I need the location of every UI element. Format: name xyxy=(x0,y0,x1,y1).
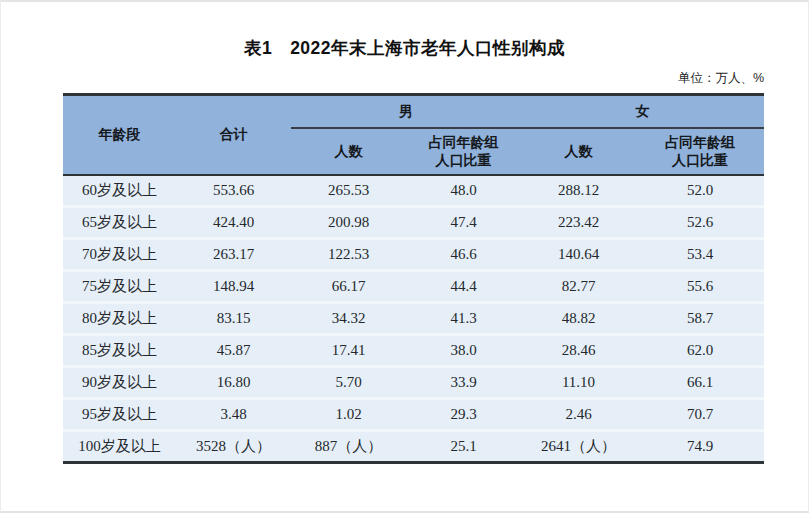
table-row: 75岁及以上148.9466.1744.482.7755.6 xyxy=(63,271,764,303)
page-frame: { "page": { "title": "表1 2022年末上海市老年人口性别… xyxy=(0,0,809,513)
table-row: 60岁及以上553.66265.5348.0288.1252.0 xyxy=(63,175,764,207)
value-cell: 62.0 xyxy=(636,335,764,367)
population-table: 年龄段 合计 男 女 人数 占同年龄组 人口比重 人数 占同年龄组 人口比重 6… xyxy=(63,93,764,464)
value-cell: 29.3 xyxy=(406,399,521,431)
age-group-cell: 95岁及以上 xyxy=(63,399,176,431)
value-cell: 265.53 xyxy=(291,175,406,207)
age-group-cell: 65岁及以上 xyxy=(63,207,176,239)
table-header: 年龄段 合计 男 女 人数 占同年龄组 人口比重 人数 占同年龄组 人口比重 xyxy=(63,95,764,176)
age-group-cell: 90岁及以上 xyxy=(63,367,176,399)
table-row: 80岁及以上83.1534.3241.348.8258.7 xyxy=(63,303,764,335)
value-cell: 11.10 xyxy=(521,367,636,399)
age-group-cell: 85岁及以上 xyxy=(63,335,176,367)
value-cell: 46.6 xyxy=(406,239,521,271)
value-cell: 148.94 xyxy=(176,271,291,303)
value-cell: 200.98 xyxy=(291,207,406,239)
table-body: 60岁及以上553.66265.5348.0288.1252.065岁及以上42… xyxy=(63,175,764,463)
value-cell: 122.53 xyxy=(291,239,406,271)
table-row: 90岁及以上16.805.7033.911.1066.1 xyxy=(63,367,764,399)
value-cell: 74.9 xyxy=(636,431,764,463)
value-cell: 66.17 xyxy=(291,271,406,303)
age-group-cell: 70岁及以上 xyxy=(63,239,176,271)
value-cell: 53.4 xyxy=(636,239,764,271)
value-cell: 52.0 xyxy=(636,175,764,207)
table-row: 65岁及以上424.40200.9847.4223.4252.6 xyxy=(63,207,764,239)
table-row: 70岁及以上263.17122.5346.6140.6453.4 xyxy=(63,239,764,271)
value-cell: 288.12 xyxy=(521,175,636,207)
value-cell: 424.40 xyxy=(176,207,291,239)
age-group-cell: 100岁及以上 xyxy=(63,431,176,463)
table-title: 表1 2022年末上海市老年人口性别构成 xyxy=(1,36,808,60)
value-cell: 1.02 xyxy=(291,399,406,431)
value-cell: 17.41 xyxy=(291,335,406,367)
value-cell: 3.48 xyxy=(176,399,291,431)
age-group-cell: 80岁及以上 xyxy=(63,303,176,335)
value-cell: 887（人） xyxy=(291,431,406,463)
col-header-total: 合计 xyxy=(176,95,291,176)
value-cell: 82.77 xyxy=(521,271,636,303)
col-header-female-count: 人数 xyxy=(521,128,636,175)
table-row: 85岁及以上45.8717.4138.028.4662.0 xyxy=(63,335,764,367)
value-cell: 41.3 xyxy=(406,303,521,335)
value-cell: 66.1 xyxy=(636,367,764,399)
value-cell: 263.17 xyxy=(176,239,291,271)
value-cell: 70.7 xyxy=(636,399,764,431)
value-cell: 58.7 xyxy=(636,303,764,335)
value-cell: 2641（人） xyxy=(521,431,636,463)
value-cell: 83.15 xyxy=(176,303,291,335)
unit-note: 单位：万人、% xyxy=(63,70,764,87)
value-cell: 28.46 xyxy=(521,335,636,367)
value-cell: 47.4 xyxy=(406,207,521,239)
value-cell: 33.9 xyxy=(406,367,521,399)
value-cell: 3528（人） xyxy=(176,431,291,463)
value-cell: 48.82 xyxy=(521,303,636,335)
col-header-female-share: 占同年龄组 人口比重 xyxy=(636,128,764,175)
value-cell: 38.0 xyxy=(406,335,521,367)
value-cell: 140.64 xyxy=(521,239,636,271)
value-cell: 48.0 xyxy=(406,175,521,207)
age-group-cell: 60岁及以上 xyxy=(63,175,176,207)
value-cell: 16.80 xyxy=(176,367,291,399)
value-cell: 34.32 xyxy=(291,303,406,335)
value-cell: 25.1 xyxy=(406,431,521,463)
col-header-male-count: 人数 xyxy=(291,128,406,175)
value-cell: 45.87 xyxy=(176,335,291,367)
value-cell: 553.66 xyxy=(176,175,291,207)
col-header-age-group: 年龄段 xyxy=(63,95,176,176)
value-cell: 52.6 xyxy=(636,207,764,239)
age-group-cell: 75岁及以上 xyxy=(63,271,176,303)
value-cell: 223.42 xyxy=(521,207,636,239)
col-header-male-share: 占同年龄组 人口比重 xyxy=(406,128,521,175)
table-row: 95岁及以上3.481.0229.32.4670.7 xyxy=(63,399,764,431)
col-header-male: 男 xyxy=(291,95,521,129)
table-row: 100岁及以上3528（人）887（人）25.12641（人）74.9 xyxy=(63,431,764,463)
value-cell: 5.70 xyxy=(291,367,406,399)
col-header-female: 女 xyxy=(521,95,764,129)
value-cell: 44.4 xyxy=(406,271,521,303)
value-cell: 2.46 xyxy=(521,399,636,431)
value-cell: 55.6 xyxy=(636,271,764,303)
